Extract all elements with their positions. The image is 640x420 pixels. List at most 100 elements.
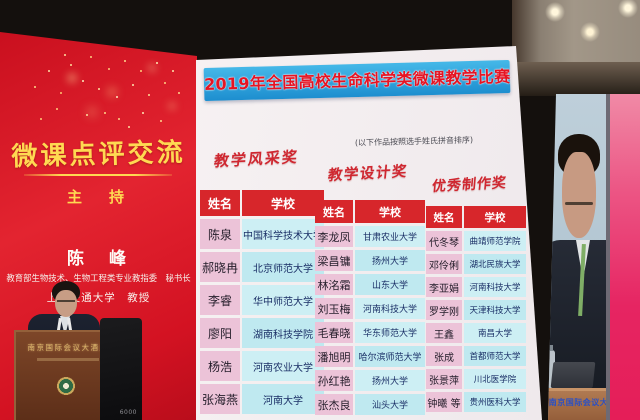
contestant-school: 河南科技大学 xyxy=(355,298,425,319)
contestant-school: 河南大学 xyxy=(242,384,324,414)
contestant-name: 张海燕 xyxy=(200,384,240,414)
award-title-style: 教学风采奖 xyxy=(213,147,300,171)
table-row: 潘旭明 哈尔滨师范大学 xyxy=(315,346,425,367)
host-label: 主 持 xyxy=(66,188,130,206)
contestant-name: 代冬琴 xyxy=(426,231,462,251)
col-header-name: 姓名 xyxy=(315,200,353,223)
speaker-box-label: 6000 xyxy=(119,409,137,416)
award-table-design: 姓名 学校 李龙凤 甘肃农业大学 梁昌镛 扬州大学 林洺霜 山东大学 刘玉梅 河南科技大… xyxy=(315,200,425,415)
col-header-name: 姓名 xyxy=(426,206,462,228)
contestant-name: 李睿 xyxy=(200,285,240,315)
contestant-school: 川北医学院 xyxy=(464,369,526,389)
contestant-school: 北京师范大学 xyxy=(242,252,324,282)
table-row: 钟曦 等贵州医科大学 xyxy=(426,392,526,412)
sort-note: (以下作品按照选手姓氏拼音排序) xyxy=(354,135,474,148)
hotel-emblem-icon xyxy=(56,376,76,396)
host-name: 陈 峰 xyxy=(67,249,130,269)
contestant-name: 潘旭明 xyxy=(315,346,353,367)
ceiling-beam xyxy=(512,62,640,96)
contestant-name: 李亚娟 xyxy=(426,277,462,297)
host-affiliation-1: 教育部生物技术、生物工程类专业教指委 秘书长 xyxy=(6,273,191,283)
contestant-school: 首都师范大学 xyxy=(464,346,526,366)
contestant-school: 天津科技大学 xyxy=(464,300,526,320)
contestant-school: 河南科技大学 xyxy=(464,277,526,297)
pink-led-stripe xyxy=(606,94,640,420)
table-header: 姓名 学校 xyxy=(315,200,425,223)
contestant-school: 河南农业大学 xyxy=(242,351,324,381)
contestant-school: 扬州大学 xyxy=(355,250,425,271)
table-row: 张成 首都师范大学 xyxy=(426,346,526,366)
contestant-school: 汕头大学 xyxy=(355,394,425,415)
speaker-face xyxy=(55,290,77,317)
contestant-name: 毛春晓 xyxy=(315,322,353,343)
table-row: 郝晓冉 北京师范大学 xyxy=(200,252,324,282)
table-row: 李睿 华中师范大学 xyxy=(200,285,324,315)
speaker-video-face xyxy=(562,152,596,238)
table-row: 邓伶俐 湖北民族大学 xyxy=(426,254,526,274)
podium-trim xyxy=(36,358,100,361)
contestant-school: 贵州医科大学 xyxy=(464,392,526,412)
glasses-icon xyxy=(565,202,593,205)
contestant-name: 林洺霜 xyxy=(315,274,353,295)
col-header-name: 姓名 xyxy=(200,190,240,216)
contestant-name: 梁昌镛 xyxy=(315,250,353,271)
table-row: 张杰良 汕头大学 xyxy=(315,394,425,415)
ceiling-light-icon xyxy=(512,0,640,60)
contestant-school: 湖南科技学院 xyxy=(242,318,324,348)
table-row: 罗学刚 天津科技大学 xyxy=(426,300,526,320)
contestant-name: 刘玉梅 xyxy=(315,298,353,319)
table-row: 李龙凤 甘肃农业大学 xyxy=(315,226,425,247)
laptop xyxy=(550,362,596,388)
col-header-school: 学校 xyxy=(355,200,425,223)
host-affiliation-2: 上海交通大学 教授 xyxy=(46,292,151,304)
contestant-school: 曲靖师范学院 xyxy=(464,231,526,251)
table-header: 姓名 学校 xyxy=(426,206,526,228)
table-row: 林洺霜 山东大学 xyxy=(315,274,425,295)
glasses-icon xyxy=(57,300,75,302)
contestant-school: 中国科学技术大学 xyxy=(242,219,324,249)
contestant-name: 李龙凤 xyxy=(315,226,353,247)
hotel-sign: 南京国际会议大酒店 xyxy=(548,398,626,407)
award-table-style: 姓名 学校 陈泉 中国科学技术大学 郝晓冉 北京师范大学 李睿 华中师范大学 廖阳 湖南… xyxy=(200,190,324,414)
col-header-school: 学校 xyxy=(464,206,526,228)
award-title-design: 教学设计奖 xyxy=(327,163,409,185)
contestant-name: 罗学刚 xyxy=(426,300,462,320)
contestant-name: 杨浩 xyxy=(200,351,240,381)
contestant-name: 张景萍 xyxy=(426,369,462,389)
table-row: 杨浩 河南农业大学 xyxy=(200,351,324,381)
contestant-school: 山东大学 xyxy=(355,274,425,295)
contestant-name: 王鑫 xyxy=(426,323,462,343)
col-header-school: 学校 xyxy=(242,190,324,216)
contestant-name: 陈泉 xyxy=(200,219,240,249)
contestant-name: 张成 xyxy=(426,346,462,366)
contestant-school: 甘肃农业大学 xyxy=(355,226,425,247)
sparkle-glow-icon xyxy=(0,26,4,30)
contestant-school: 扬州大学 xyxy=(355,370,425,391)
speaker-shirt xyxy=(60,316,70,336)
table-row: 代冬琴 曲靖师范学院 xyxy=(426,231,526,251)
table-row: 王鑫 南昌大学 xyxy=(426,323,526,343)
table-row: 张景萍 川北医学院 xyxy=(426,369,526,389)
sparkle-icon xyxy=(0,26,2,28)
contestant-name: 郝晓冉 xyxy=(200,252,240,282)
session-title: 微课点评交流 xyxy=(11,137,186,173)
contestant-name: 孙红艳 xyxy=(315,370,353,391)
water-bottle xyxy=(548,350,555,388)
table-row: 张海燕 河南大学 xyxy=(200,384,324,414)
contestant-school: 华东师范大学 xyxy=(355,322,425,343)
contestant-school: 南昌大学 xyxy=(464,323,526,343)
table-row: 孙红艳 扬州大学 xyxy=(315,370,425,391)
table-row: 梁昌镛 扬州大学 xyxy=(315,250,425,271)
bottle-cap xyxy=(549,345,553,351)
title-underline xyxy=(24,174,172,176)
contestant-name: 张杰良 xyxy=(315,394,353,415)
contestant-name: 邓伶俐 xyxy=(426,254,462,274)
hotel-sign: 南京国际会议大酒店 xyxy=(27,343,109,352)
table-row: 廖阳 湖南科技学院 xyxy=(200,318,324,348)
projection-screen: 2019年全国高校生命科学类微课教学比赛 (以下作品按照选手姓氏拼音排序) 教学… xyxy=(196,46,542,420)
contestant-school: 哈尔滨师范大学 xyxy=(355,346,425,367)
loudspeaker-box: 6000 xyxy=(100,318,142,420)
table-header: 姓名 学校 xyxy=(200,190,324,216)
competition-banner: 2019年全国高校生命科学类微课教学比赛 xyxy=(203,60,511,101)
